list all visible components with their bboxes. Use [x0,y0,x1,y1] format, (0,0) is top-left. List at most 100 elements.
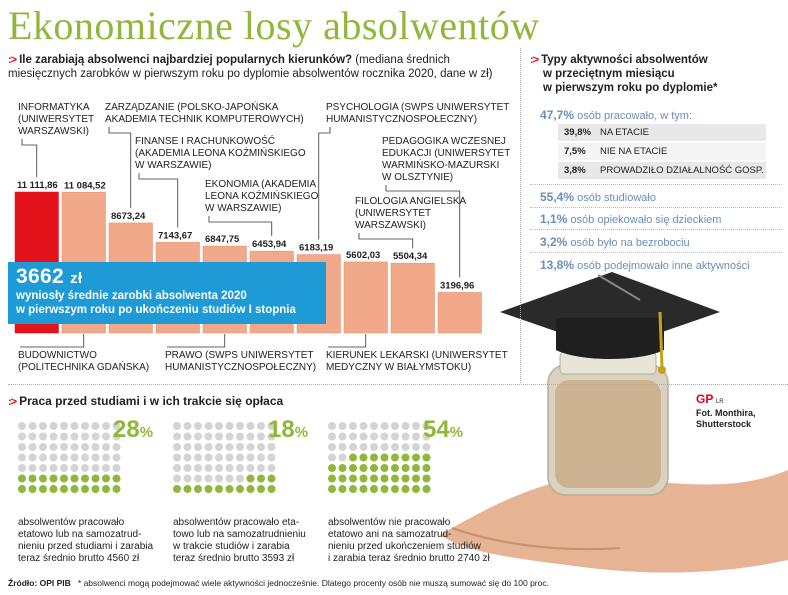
person-dot [328,453,336,462]
work-section-title: :> Praca przed studiami i w ich trakcie s… [8,394,284,408]
category-label-line: PRAWO (SWPS UNIWERSYTET [165,350,314,361]
person-dot [246,453,255,462]
person-dot [183,443,192,451]
person-dot [422,485,431,493]
person-dot [60,453,68,462]
person-dot [194,485,202,493]
leader-line-8 [358,233,414,249]
person-dot [380,464,389,472]
category-label-line: W WARSZAWIE) [135,160,211,171]
person-dot [91,464,100,472]
person-dot [183,485,192,493]
person-dot [81,485,89,493]
person-dot [18,422,26,430]
person-dot [91,443,100,451]
person-dot [359,464,368,472]
person-dot [370,443,378,451]
person-dot [359,453,368,462]
person-dot [370,422,378,430]
person-dot [70,485,79,493]
person-dot [236,453,244,462]
person-dot [204,485,213,493]
person-dot [194,432,202,441]
person-dot [215,464,223,472]
category-label-5: EKONOMIA (AKADEMIA LEONA KOŹMIŃSKIEGO W WA… [205,179,319,214]
person-dot [267,422,276,430]
person-dot [225,474,234,483]
chart-subtitle: :> Ile zarabiają absolwenci najbardziej p… [8,53,508,81]
person-dot [194,474,202,483]
horizontal-divider [8,384,788,385]
leader-line-9 [385,185,461,278]
person-dot [401,443,410,451]
person-dot [91,422,100,430]
person-dot [18,474,26,483]
category-label-8: FILOLOGIA ANGIELSKA (UNIWERSYTET WARSZAWSK… [355,196,466,231]
person-dot [349,474,357,483]
person-dot [49,453,58,462]
person-dot [112,474,121,483]
person-dot [49,464,58,472]
person-dot [422,432,431,441]
person-dot [173,443,181,451]
person-dot [380,485,389,493]
activity-other: 13,8% osób podejmowało inne aktywności [540,258,750,272]
category-label-line: WARSZAWSKI) [355,220,426,231]
dot-grid-0 [18,422,121,493]
person-dot [91,485,100,493]
person-dot [173,432,181,441]
category-label-6: PSYCHOLOGIA (SWPS UNIWERSYTET HUMANISTYCZ… [326,102,509,125]
person-dot [112,464,121,472]
activity-sub-full-time: 39,8% NA ETACIE [558,124,766,141]
person-dot [422,464,431,472]
person-dot [380,453,389,462]
jar-on-hand-photo [440,272,788,573]
person-dot [391,432,399,441]
person-dot [391,422,399,430]
bar-value-label-9: 3196,96 [440,280,474,291]
category-label-7: KIERUNEK LEKARSKI (UNIWERSYTET MEDYCZNY W… [326,350,508,373]
chart-question: Ile zarabiają absolwenci najbardziej pop… [19,54,353,66]
leader-line-0 [21,139,38,177]
person-dot [349,432,357,441]
person-dot [412,464,420,472]
person-dot [257,464,265,472]
person-dot [225,453,234,462]
category-label-line: EKONOMIA (AKADEMIA [205,179,316,190]
person-dot [412,453,420,462]
person-dot [236,432,244,441]
person-dot [28,453,37,462]
person-dot [39,453,47,462]
person-dot [257,474,265,483]
person-dot [70,453,79,462]
person-dot [359,422,368,430]
person-dot [391,464,399,472]
person-dot [359,474,368,483]
person-dot [236,485,244,493]
person-dot [70,443,79,451]
person-dot [91,453,100,462]
person-dot [194,443,202,451]
work-before-pct: 28% [113,416,154,443]
person-dot [267,432,276,441]
person-dot [328,422,336,430]
person-dot [391,443,399,451]
person-dot [215,474,223,483]
person-dot [380,422,389,430]
person-dot [49,474,58,483]
person-dot [257,443,265,451]
work-before-caption: absolwentów pracowało etatowo lub na samo… [18,517,154,564]
person-dot [70,464,79,472]
bar-value-label-6: 6183,19 [299,243,333,254]
person-dot [60,474,68,483]
person-dot [380,474,389,483]
category-label-line: ZARZĄDZANIE (POLSKO-JAPOŃSKA [105,100,279,113]
person-dot [215,485,223,493]
person-dot [173,485,181,493]
person-dot [194,453,202,462]
person-dot [267,464,276,472]
person-dot [257,453,265,462]
person-dot [370,485,378,493]
person-dot [257,485,265,493]
